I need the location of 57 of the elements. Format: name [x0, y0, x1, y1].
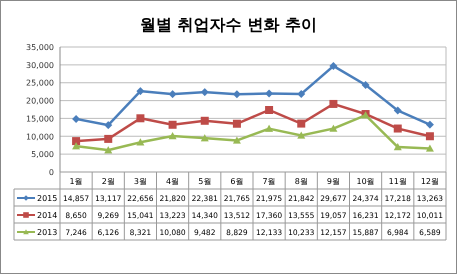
x-tick-label: 5월 — [198, 177, 212, 186]
point — [362, 80, 370, 89]
point — [297, 90, 306, 98]
x-tick-label: 2월 — [102, 177, 115, 186]
legend-label: 2015 — [37, 194, 58, 203]
x-tick-label: 8월 — [294, 177, 308, 186]
y-tick-label: 30,000 — [26, 60, 54, 70]
x-tick-label: 6월 — [230, 177, 244, 186]
point — [168, 120, 177, 129]
point — [168, 132, 177, 140]
y-tick-label: 10,000 — [26, 132, 54, 142]
point — [329, 124, 338, 132]
x-tick-label: 11월 — [388, 177, 407, 186]
point — [72, 142, 80, 150]
point — [200, 116, 209, 125]
point — [394, 124, 402, 133]
point — [394, 143, 402, 150]
chart-title: 월별 취업자수 변화 추이 — [140, 15, 317, 34]
point — [297, 131, 306, 139]
point — [104, 146, 112, 154]
point — [200, 134, 209, 142]
point — [426, 144, 434, 152]
point — [329, 100, 338, 108]
point — [329, 62, 338, 70]
point — [72, 137, 80, 146]
x-tick-label: 10월 — [356, 177, 375, 186]
legend-label: 2014 — [37, 211, 58, 220]
point — [136, 138, 144, 146]
y-tick-label: 0 — [48, 168, 54, 177]
x-tick-label: 4월 — [166, 177, 180, 186]
point — [426, 132, 434, 140]
x-tick-label: 9월 — [326, 177, 340, 186]
point — [394, 106, 402, 115]
y-tick-label: 5,000 — [31, 150, 54, 160]
point — [297, 120, 306, 128]
point — [265, 124, 274, 132]
x-tick-label: 7월 — [262, 177, 276, 186]
x-tick-label: 1월 — [70, 177, 83, 186]
point — [265, 106, 274, 114]
x-tick-label: 3월 — [134, 177, 147, 186]
point — [168, 90, 177, 98]
y-tick-label: 35,000 — [26, 43, 54, 52]
point — [136, 114, 144, 122]
point — [426, 120, 434, 129]
legend-label: 2013 — [37, 228, 58, 237]
point — [232, 90, 241, 98]
point — [104, 134, 112, 143]
point — [232, 136, 241, 144]
y-tick-label: 25,000 — [26, 78, 54, 88]
point — [104, 121, 112, 130]
point — [136, 87, 144, 96]
point — [72, 114, 80, 123]
point — [200, 88, 209, 96]
y-tick-label: 20,000 — [26, 96, 54, 106]
y-tick-label: 15,000 — [26, 114, 54, 124]
point — [232, 120, 241, 128]
x-tick-label: 12월 — [420, 177, 440, 186]
